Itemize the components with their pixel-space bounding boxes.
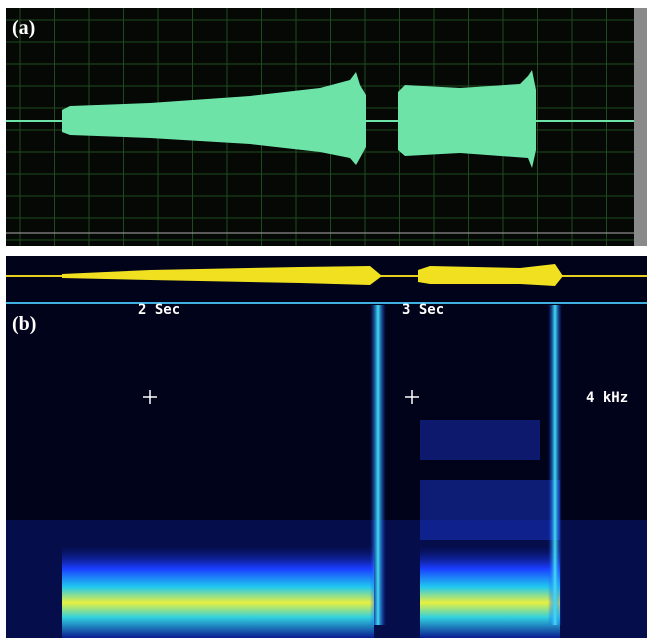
envelope	[418, 264, 563, 286]
frequency-label: 4 kHz	[586, 390, 628, 406]
waveform	[398, 70, 536, 168]
panel-label: (b)	[12, 313, 36, 335]
time-label: 2 Sec	[138, 302, 180, 318]
envelope	[62, 266, 382, 285]
panel-label: (a)	[12, 17, 35, 39]
transient	[370, 305, 386, 625]
time-label: 3 Sec	[402, 302, 444, 318]
transient	[548, 305, 562, 625]
spectral-band	[420, 480, 560, 540]
cross-markers	[143, 390, 419, 404]
waveform	[62, 72, 366, 165]
spectral-band	[62, 545, 374, 638]
spectral-band	[420, 420, 540, 460]
spectral-band	[420, 545, 560, 638]
amplitude-scale	[634, 8, 647, 246]
